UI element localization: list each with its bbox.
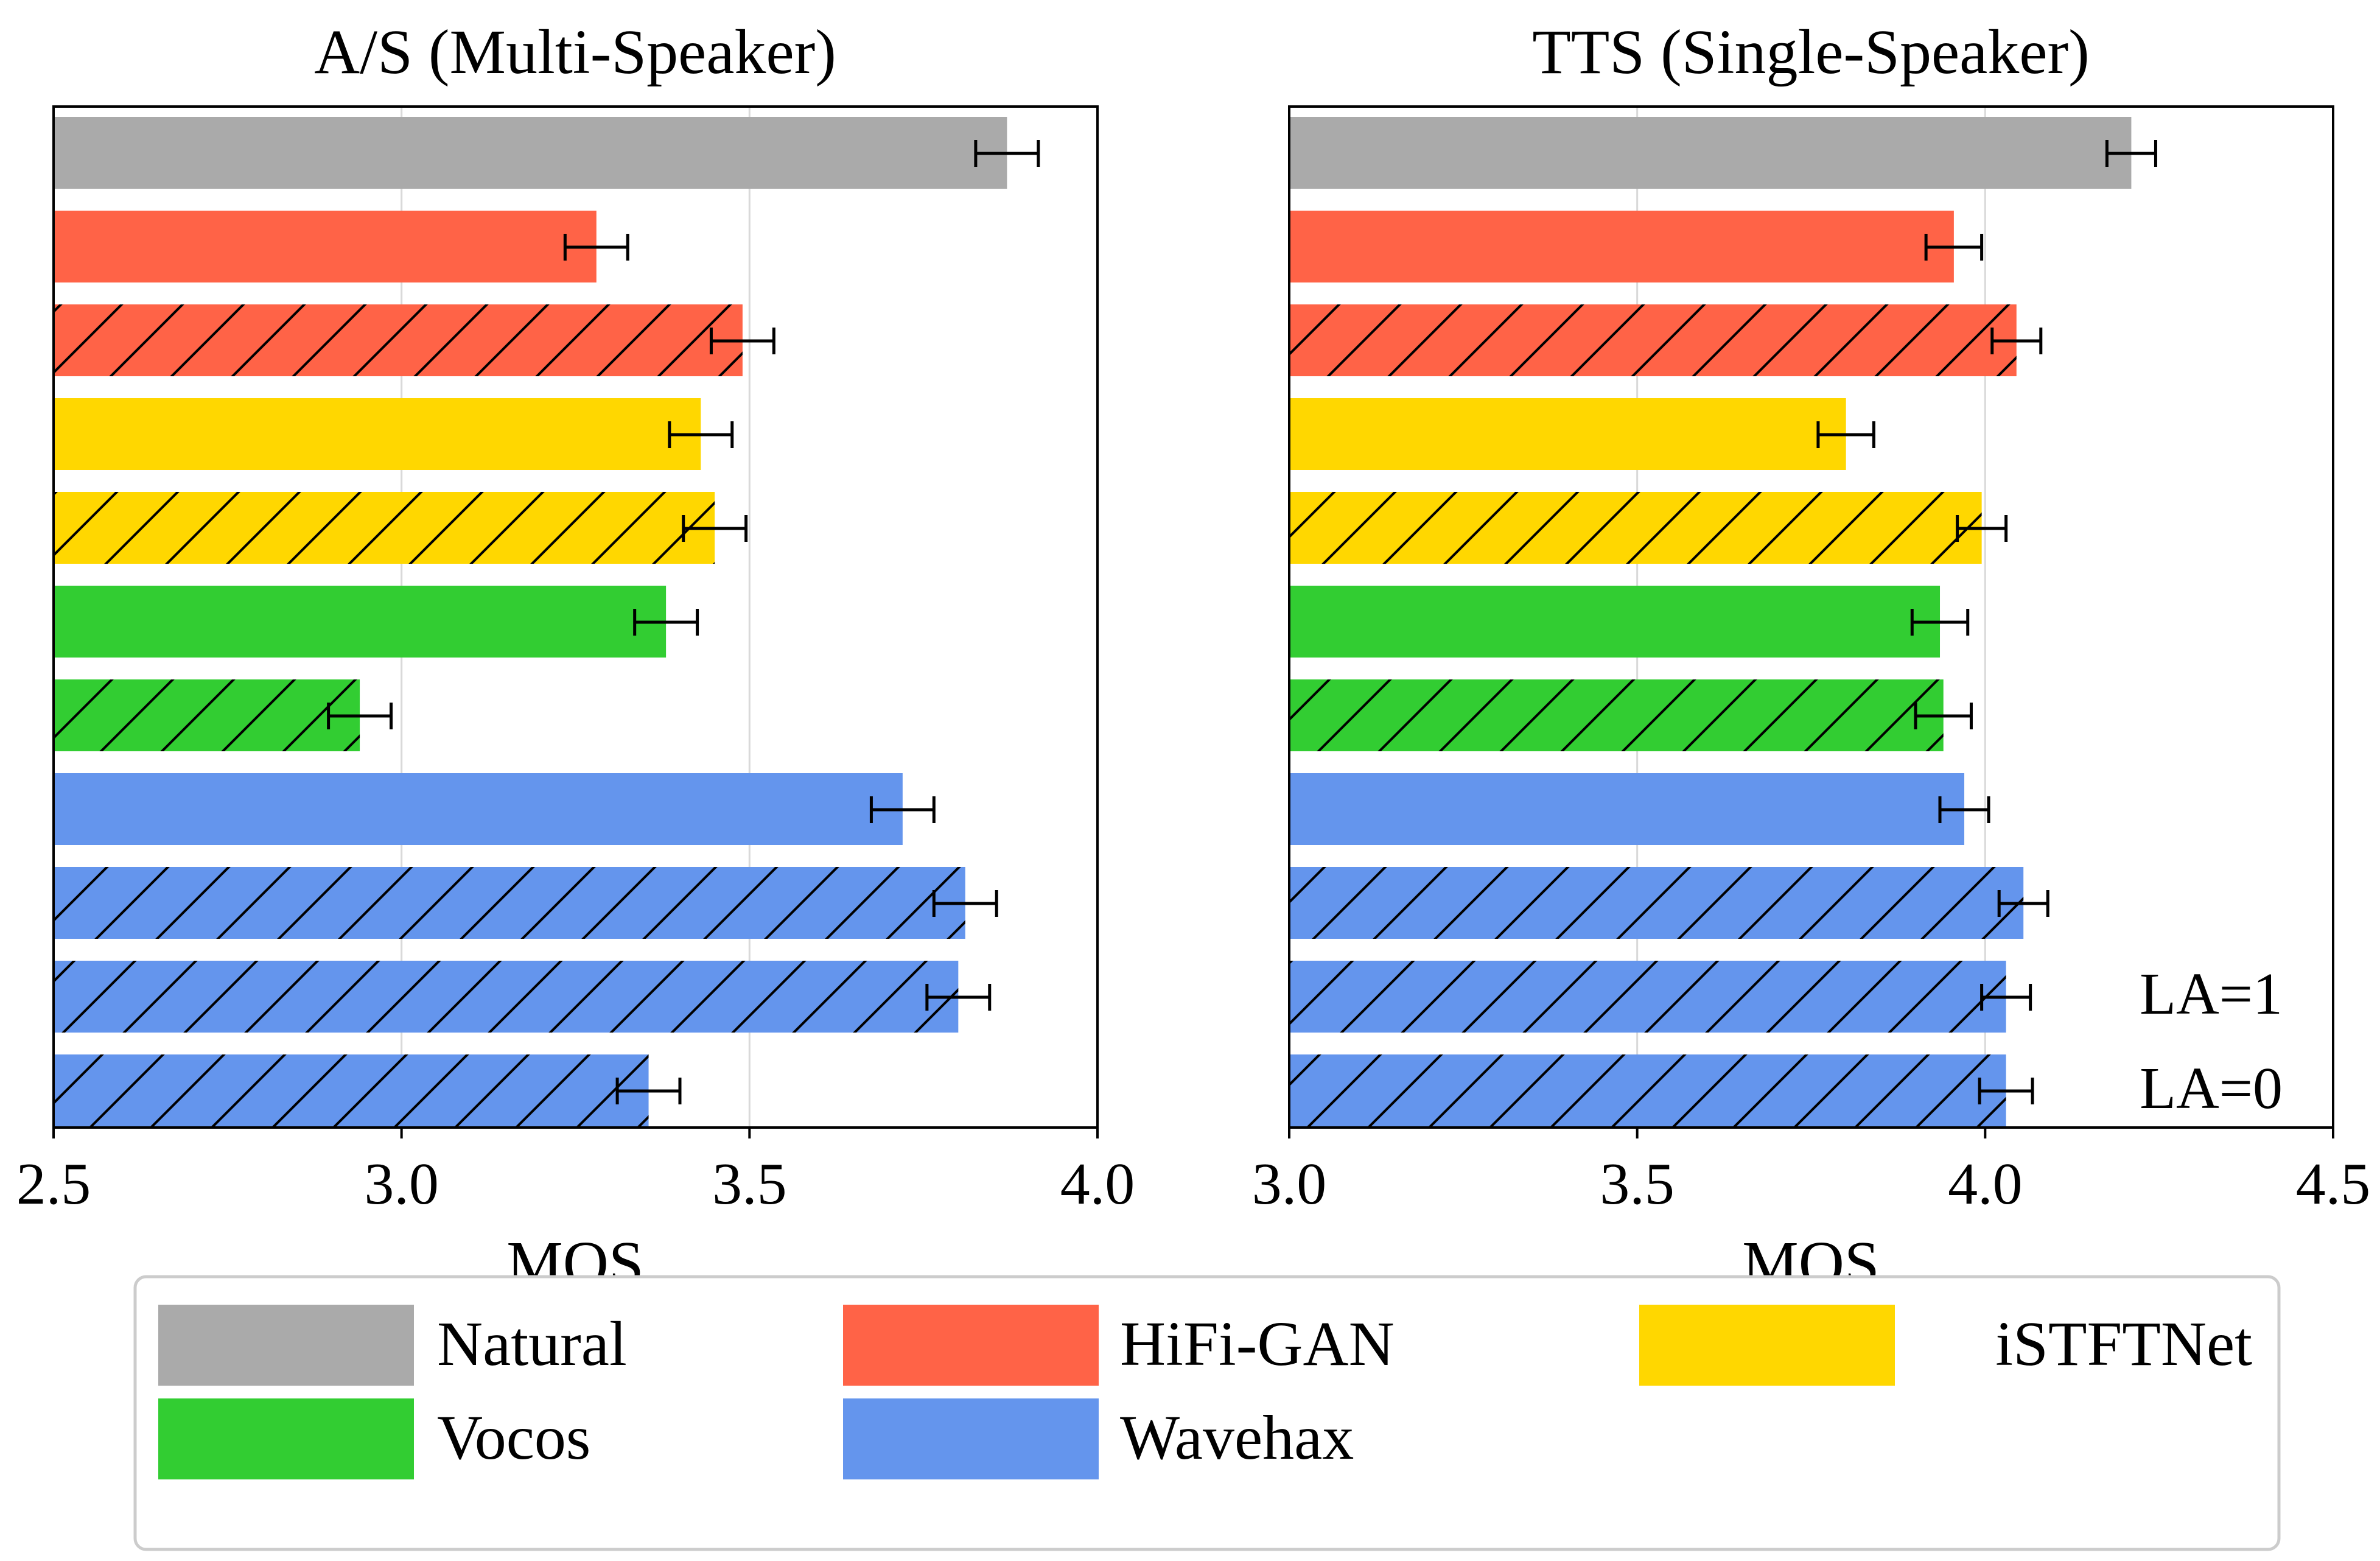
bar-hifi-gan: [54, 211, 597, 282]
bar-wavehax: [1289, 773, 1965, 845]
bar-hatch-overlay: [54, 492, 715, 564]
legend-item-natural: Natural: [158, 1305, 627, 1386]
legend-label: Wavehax: [1120, 1403, 1354, 1473]
bar-hatch-overlay: [1289, 1054, 2006, 1126]
legend: Natural HiFi-GAN iSTFTNet Vocos Wavehax: [133, 1275, 2281, 1551]
bar-istftnet: [54, 398, 701, 470]
x-ticks: 3.0 3.5 4.0 4.5: [1252, 1128, 2371, 1217]
chart-title: A/S (Multi-Speaker): [314, 17, 836, 87]
errorbar-group: [327, 140, 1040, 1104]
bar-wavehax: [54, 773, 903, 845]
x-tick-label: 3.5: [712, 1151, 787, 1217]
bar-natural: [1289, 117, 2132, 189]
x-tick-label: 4.5: [2296, 1151, 2371, 1217]
bar-group: [1289, 117, 2132, 1126]
bar-hifi-gan: [1289, 211, 1954, 282]
legend-swatch: [843, 1305, 1099, 1386]
x-tick-label: 2.5: [16, 1151, 91, 1217]
legend-swatch: [158, 1398, 414, 1479]
bar-vocos: [54, 586, 667, 658]
chart-title: TTS (Single-Speaker): [1532, 17, 2090, 87]
legend-item-hifi-gan: HiFi-GAN: [843, 1305, 1395, 1386]
x-tick-label: 4.0: [1948, 1151, 2023, 1217]
bar-hatch-overlay: [1289, 304, 2017, 376]
legend-label: iSTFTNet: [1995, 1309, 2252, 1379]
bar-natural: [54, 117, 1007, 189]
bar-hatch-overlay: [54, 679, 360, 751]
panel-tts-single-speaker: TTS (Single-Speaker) 3.0 3.5 4.0 4.5 MOS LA…: [1252, 17, 2371, 1299]
legend-label: Vocos: [437, 1403, 590, 1473]
bar-hatch-overlay: [1289, 867, 2024, 939]
x-ticks: 2.5 3.0 3.5 4.0: [16, 1128, 1135, 1217]
errorbar-group: [1816, 140, 2157, 1104]
bar-istftnet: [1289, 398, 1846, 470]
x-tick-label: 3.0: [364, 1151, 439, 1217]
legend-item-vocos: Vocos: [158, 1398, 590, 1479]
x-tick-label: 3.0: [1252, 1151, 1327, 1217]
legend-item-wavehax: Wavehax: [843, 1398, 1354, 1479]
plot-frame: [1288, 105, 2334, 1129]
bar-hatch-overlay: [54, 867, 965, 939]
legend-swatch: [843, 1398, 1099, 1479]
panel-as-multi-speaker: A/S (Multi-Speaker) 2.5 3.0 3.5 4.0 MOS: [16, 17, 1135, 1299]
annotation-la-1: LA=1: [2140, 961, 2283, 1027]
bar-hatch-overlay: [1289, 961, 2006, 1033]
legend-label: HiFi-GAN: [1120, 1309, 1395, 1379]
bar-hatch-overlay: [1289, 679, 1944, 751]
bar-vocos: [1289, 586, 1941, 658]
legend-label: Natural: [437, 1309, 627, 1379]
plot-frame: [52, 105, 1099, 1129]
legend-swatch: [158, 1305, 414, 1386]
bar-hatch-overlay: [54, 1054, 649, 1126]
bar-group: [54, 117, 1007, 1126]
legend-item-istftnet: iSTFTNet: [1639, 1305, 2252, 1386]
bar-hatch-overlay: [54, 304, 743, 376]
x-tick-label: 4.0: [1060, 1151, 1135, 1217]
legend-swatch: [1639, 1305, 1895, 1386]
x-tick-label: 3.5: [1600, 1151, 1675, 1217]
bar-hatch-overlay: [54, 961, 959, 1033]
bar-hatch-overlay: [1289, 492, 1982, 564]
annotation-la-0: LA=0: [2140, 1056, 2283, 1121]
